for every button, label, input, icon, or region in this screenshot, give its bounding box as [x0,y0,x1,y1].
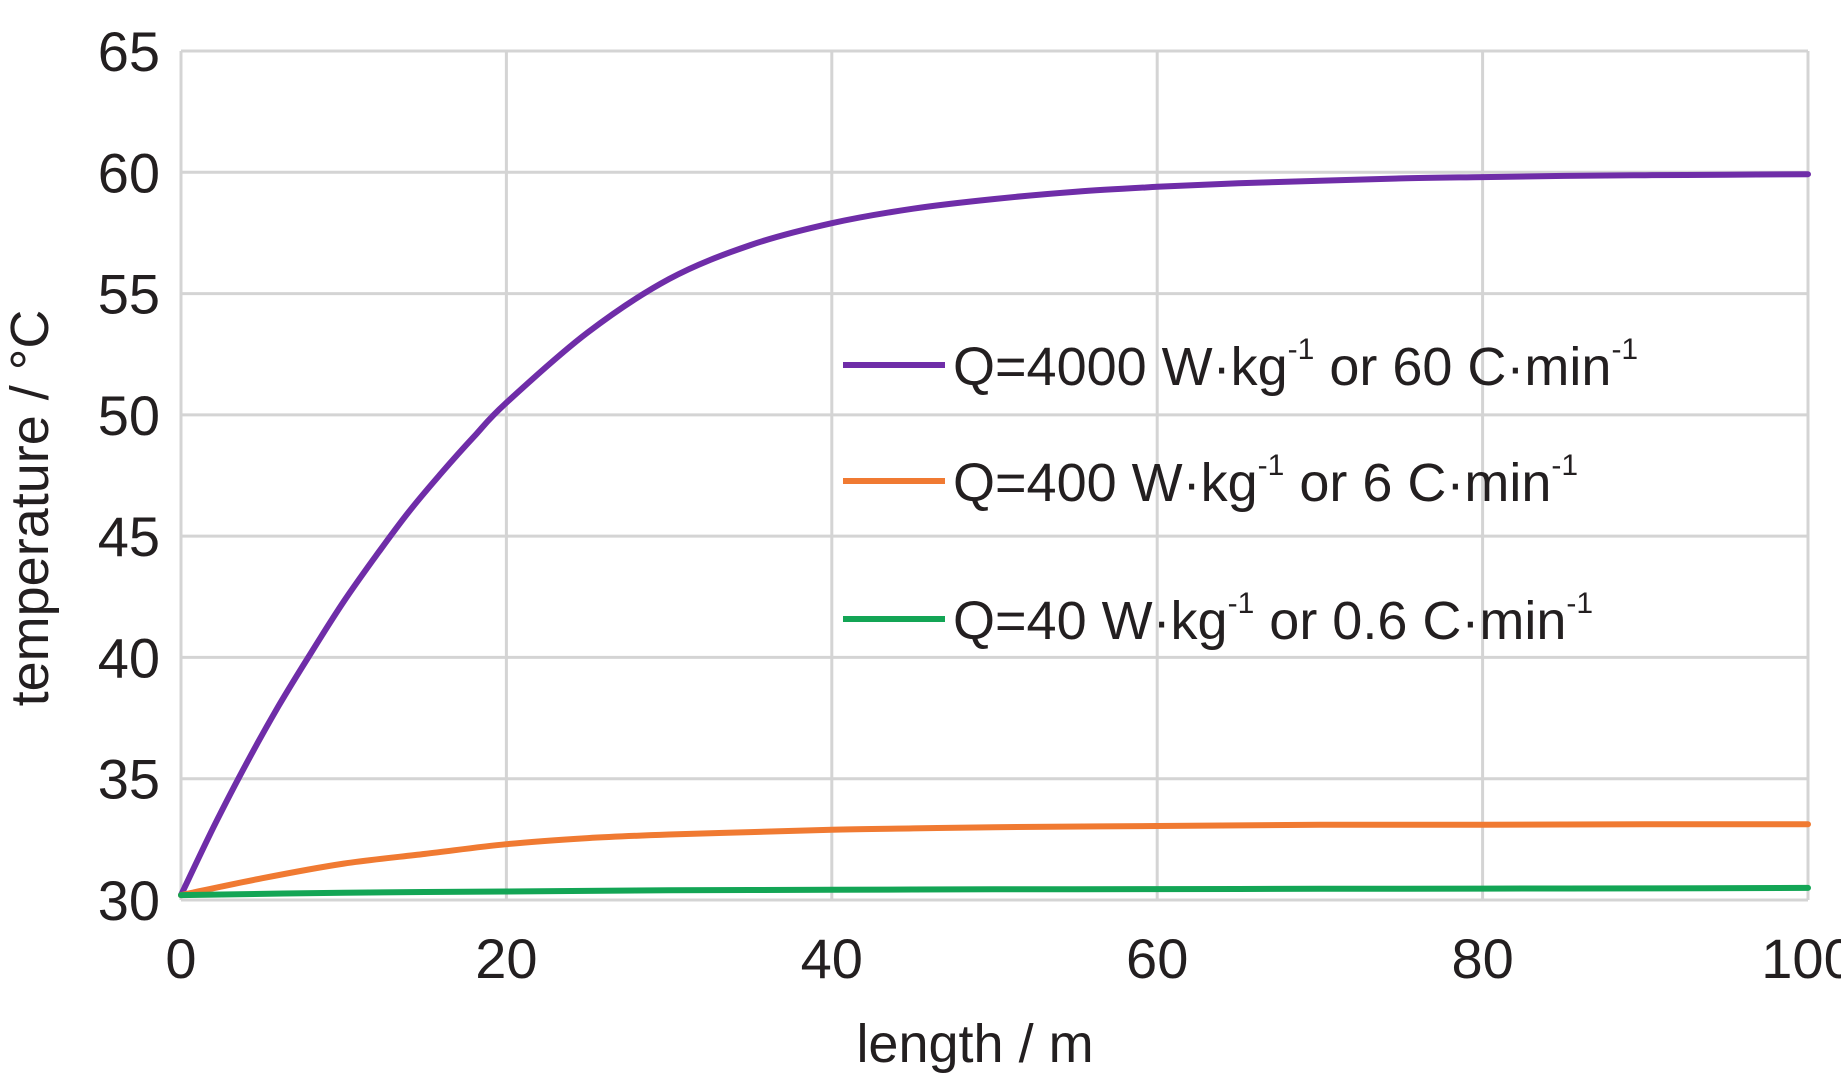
legend-label-2: Q=40 W·kg-1 or 0.6 C·min-1 [953,587,1593,651]
legend-superscript: -1 [1551,449,1578,482]
legend-text-part: or 0.6 C·min [1254,591,1566,651]
legend-label-1: Q=400 W·kg-1 or 6 C·min-1 [953,449,1578,513]
y-tick-label: 35 [98,748,160,811]
legend-superscript: -1 [1258,449,1285,482]
y-axis-ticks: 30 35 40 45 50 55 60 65 [98,20,160,932]
legend-text-part: Q=40 W·kg [953,591,1228,651]
x-tick-label: 80 [1451,927,1513,990]
y-tick-label: 30 [98,869,160,932]
x-tick-label: 20 [475,927,537,990]
legend-superscript: -1 [1288,333,1315,366]
legend-superscript: -1 [1566,587,1593,620]
y-tick-label: 65 [98,20,160,83]
legend-text-part: or 60 C·min [1314,337,1611,397]
legend: Q=4000 W·kg-1 or 60 C·min-1Q=400 W·kg-1 … [843,333,1638,651]
x-tick-label: 40 [801,927,863,990]
y-tick-label: 50 [98,384,160,447]
x-tick-label: 0 [165,927,196,990]
legend-superscript: -1 [1611,333,1638,366]
y-axis-title: temperature / °C [0,310,60,707]
series-lines [178,171,1811,899]
legend-superscript: -1 [1228,587,1255,620]
y-tick-label: 55 [98,263,160,326]
legend-label-0: Q=4000 W·kg-1 or 60 C·min-1 [953,333,1638,397]
legend-text-part: Q=400 W·kg [953,453,1258,513]
y-tick-label: 45 [98,505,160,568]
x-tick-label: 60 [1126,927,1188,990]
legend-text-part: or 6 C·min [1284,453,1551,513]
legend-text-part: Q=4000 W·kg [953,337,1288,397]
series-line-1 [178,821,1811,899]
grid [179,49,1810,902]
x-axis-ticks: 0 20 40 60 80 100 [165,927,1841,990]
x-tick-label: 100 [1761,927,1841,990]
series-line-2 [178,884,1811,899]
y-tick-label: 60 [98,141,160,204]
series-line-0 [178,171,1811,899]
y-tick-label: 40 [98,626,160,689]
x-axis-title: length / m [856,1014,1093,1074]
